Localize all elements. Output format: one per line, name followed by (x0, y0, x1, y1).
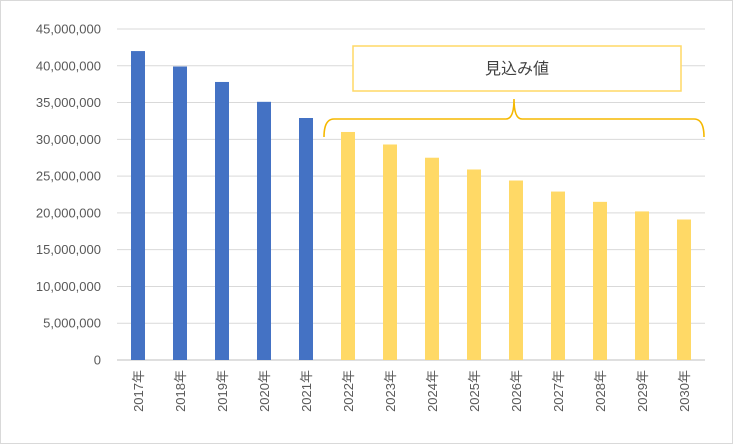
y-tick-label: 15,000,000 (36, 242, 101, 257)
y-tick-label: 10,000,000 (36, 279, 101, 294)
bar-2026年 (509, 180, 523, 360)
x-tick-label: 2026年 (509, 370, 524, 412)
x-tick-label: 2017年 (131, 370, 146, 412)
y-tick-label: 25,000,000 (36, 169, 101, 184)
x-tick-label: 2027年 (551, 370, 566, 412)
bar-2025年 (467, 169, 481, 360)
x-tick-label: 2024年 (425, 370, 440, 412)
bar-2024年 (425, 157, 439, 360)
y-tick-label: 20,000,000 (36, 205, 101, 220)
x-tick-label: 2025年 (467, 370, 482, 412)
bar-2019年 (215, 81, 229, 361)
bar-2023年 (383, 144, 397, 360)
bar-2029年 (635, 211, 649, 360)
y-tick-label: 5,000,000 (43, 316, 101, 331)
x-tick-label: 2028年 (593, 370, 608, 412)
x-tick-label: 2019年 (215, 370, 230, 412)
bar-2028年 (593, 201, 607, 360)
x-tick-label: 2018年 (173, 370, 188, 412)
x-axis-ticks: 2017年 2018年 2019年 2020年 2021年 2022年 2023年 2024年… (131, 370, 692, 412)
y-tick-label: 0 (94, 353, 101, 368)
x-tick-label: 2030年 (677, 370, 692, 412)
bar-2018年 (173, 66, 187, 360)
bar-2017年 (131, 51, 145, 361)
bar-2030年 (677, 219, 691, 360)
projection-annotation: 見込み値 (323, 45, 705, 138)
y-axis-ticks: 0 5,000,000 10,000,000 15,000,000 20,000,000… (36, 22, 101, 368)
x-tick-label: 2021年 (299, 370, 314, 412)
x-tick-label: 2029年 (635, 370, 650, 412)
y-tick-label: 30,000,000 (36, 132, 101, 147)
x-tick-label: 2020年 (257, 370, 272, 412)
bar-2020年 (257, 101, 271, 360)
annotation-box (352, 45, 682, 92)
y-tick-label: 35,000,000 (36, 95, 101, 110)
bar-2021年 (299, 118, 313, 360)
bars (131, 51, 691, 361)
x-tick-label: 2023年 (383, 370, 398, 412)
annotation-bracket (323, 98, 705, 138)
y-tick-label: 40,000,000 (36, 58, 101, 73)
y-tick-label: 45,000,000 (36, 22, 101, 37)
annotation-label: 見込み値 (485, 60, 549, 78)
bar-2022年 (341, 131, 355, 360)
bar-2027年 (551, 191, 565, 360)
x-tick-label: 2022年 (341, 370, 356, 412)
